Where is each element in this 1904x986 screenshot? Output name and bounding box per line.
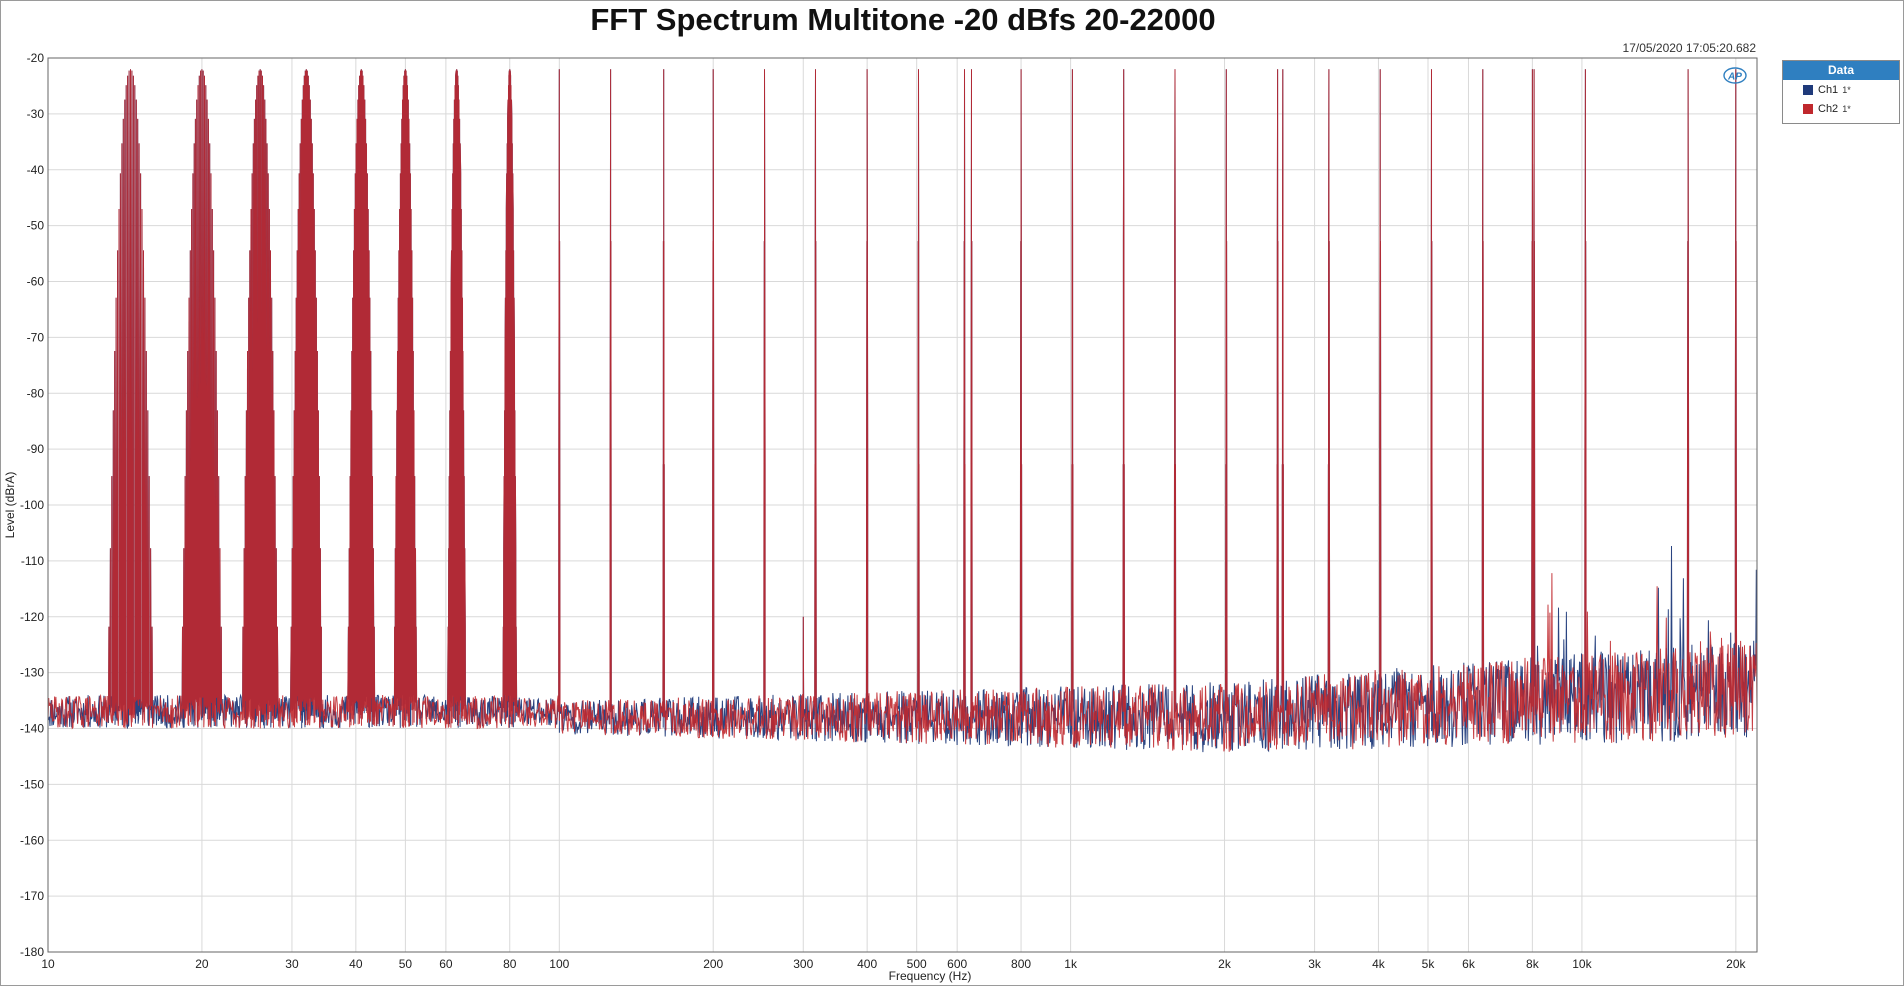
x-tick-label: 10k bbox=[1572, 957, 1592, 971]
y-tick-label: -150 bbox=[20, 777, 44, 791]
x-tick-label: 8k bbox=[1526, 957, 1540, 971]
x-tick-label: 6k bbox=[1462, 957, 1476, 971]
y-tick-label: -130 bbox=[20, 666, 44, 680]
legend-swatch-ch1 bbox=[1803, 84, 1813, 95]
legend-sub-ch1: 1* bbox=[1842, 84, 1851, 95]
x-tick-label: 50 bbox=[399, 957, 413, 971]
legend-item-ch1[interactable]: Ch1 1* bbox=[1783, 80, 1899, 99]
legend-label-ch1: Ch1 bbox=[1818, 83, 1839, 96]
y-tick-label: -180 bbox=[20, 945, 44, 959]
x-tick-label: 200 bbox=[703, 957, 723, 971]
x-tick-label: 80 bbox=[503, 957, 517, 971]
timestamp: 17/05/2020 17:05:20.682 bbox=[1622, 41, 1756, 55]
x-tick-label: 20k bbox=[1726, 957, 1746, 971]
x-tick-label: 40 bbox=[349, 957, 363, 971]
y-tick-label: -30 bbox=[27, 107, 45, 121]
y-tick-label: -90 bbox=[27, 442, 45, 456]
y-tick-label: -120 bbox=[20, 610, 44, 624]
y-tick-label: -110 bbox=[21, 554, 44, 568]
plot-area-border bbox=[47, 57, 1758, 953]
legend-sub-ch2: 1* bbox=[1842, 103, 1851, 114]
y-tick-label: -80 bbox=[27, 386, 45, 400]
x-tick-label: 10 bbox=[41, 957, 55, 971]
svg-text:AP: AP bbox=[1727, 72, 1742, 83]
y-tick-label: -40 bbox=[27, 163, 45, 177]
x-tick-label: 600 bbox=[947, 957, 967, 971]
x-axis-label: Frequency (Hz) bbox=[889, 969, 972, 983]
legend: Data Ch1 1* Ch2 1* bbox=[1782, 60, 1900, 124]
legend-swatch-ch2 bbox=[1803, 103, 1813, 114]
x-tick-label: 60 bbox=[439, 957, 453, 971]
y-tick-label: -140 bbox=[20, 722, 44, 736]
y-tick-label: -50 bbox=[27, 219, 45, 233]
x-tick-label: 4k bbox=[1372, 957, 1386, 971]
x-tick-label: 100 bbox=[549, 957, 569, 971]
y-tick-label: -160 bbox=[20, 833, 44, 847]
x-tick-label: 3k bbox=[1308, 957, 1322, 971]
x-tick-label: 2k bbox=[1218, 957, 1232, 971]
x-tick-label: 1k bbox=[1064, 957, 1078, 971]
x-tick-label: 400 bbox=[857, 957, 877, 971]
legend-item-ch2[interactable]: Ch2 1* bbox=[1783, 99, 1899, 118]
x-tick-labels: 10 20 30 40 50 60 80 100 200 300 400 500 600 800 1k 2k 3… bbox=[41, 957, 1746, 971]
x-tick-label: 30 bbox=[285, 957, 299, 971]
series-ch2 bbox=[47, 69, 1758, 752]
x-tick-label: 20 bbox=[195, 957, 209, 971]
y-tick-label: -60 bbox=[27, 275, 45, 289]
y-axis-label: Level (dBrA) bbox=[3, 472, 17, 539]
y-tick-label: -100 bbox=[20, 498, 44, 512]
legend-header: Data bbox=[1783, 61, 1899, 80]
x-tick-label: 5k bbox=[1422, 957, 1436, 971]
chart-title: FFT Spectrum Multitone -20 dBfs 20-22000 bbox=[590, 2, 1216, 37]
ch2-line bbox=[47, 69, 1758, 752]
y-tick-label: -20 bbox=[27, 51, 45, 65]
x-tick-label: 800 bbox=[1011, 957, 1031, 971]
x-tick-label: 500 bbox=[907, 957, 927, 971]
y-tick-labels: -20 -30 -40 -50 -60 -70 -80 -90 -100 -110 -120 -130… bbox=[20, 51, 44, 959]
x-tick-label: 300 bbox=[793, 957, 813, 971]
ap-logo-icon: AP bbox=[1723, 67, 1747, 84]
y-tick-label: -70 bbox=[27, 330, 45, 344]
y-tick-label: -170 bbox=[20, 889, 44, 903]
legend-label-ch2: Ch2 bbox=[1818, 102, 1839, 115]
